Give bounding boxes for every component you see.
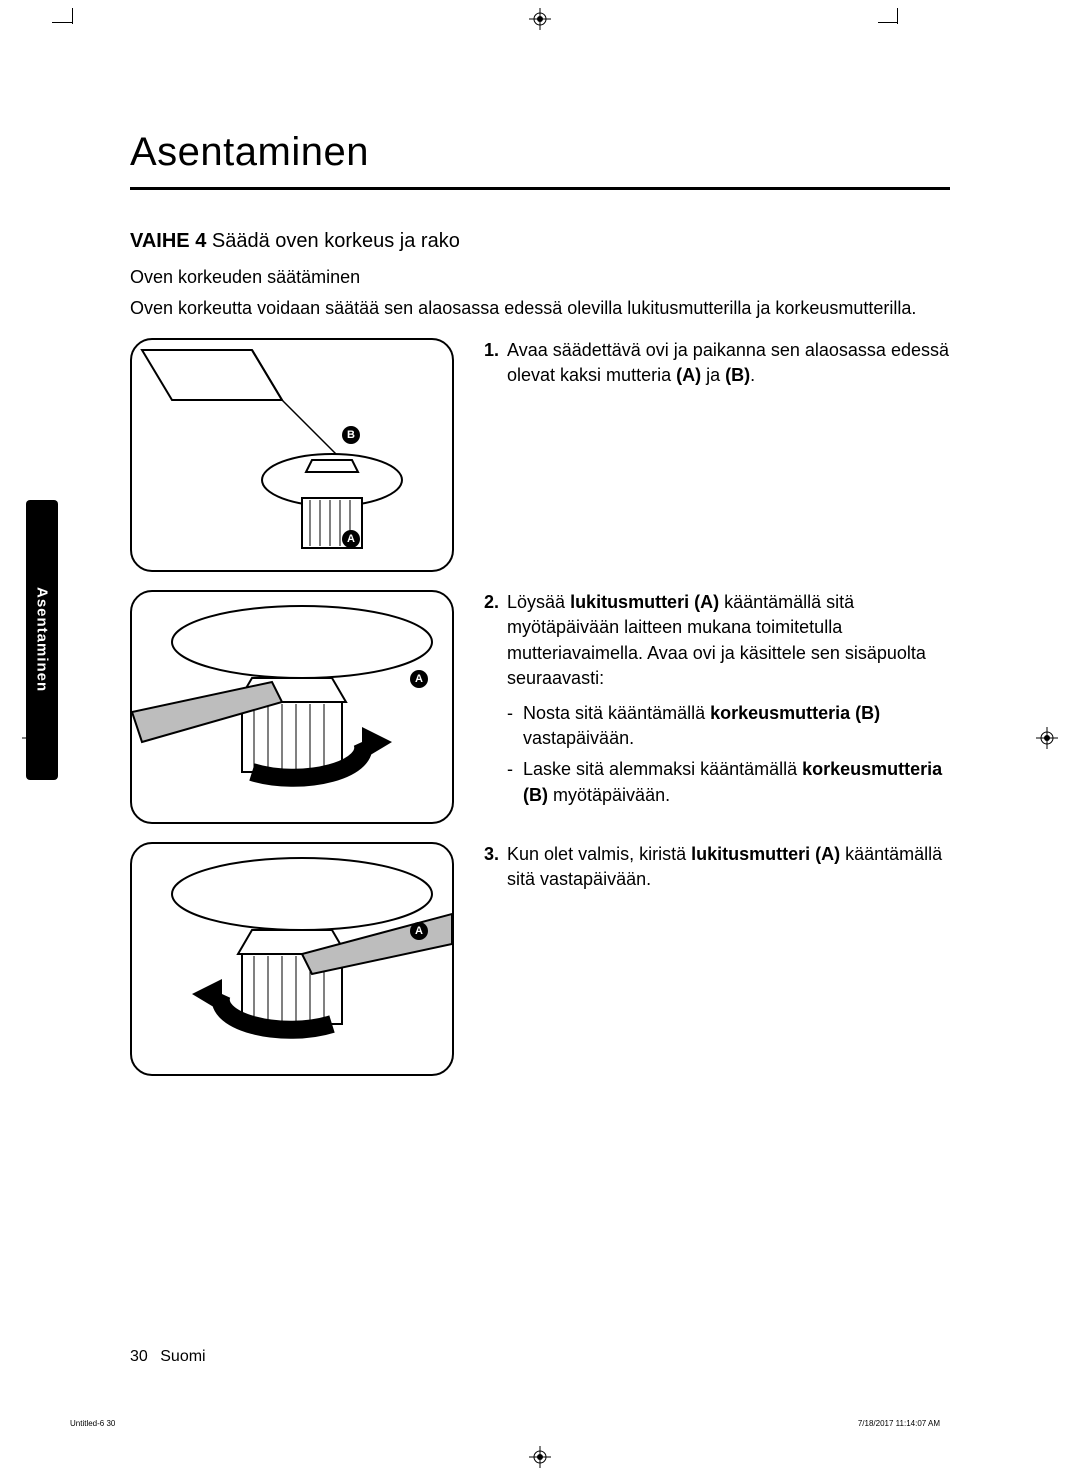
figure-illustration-icon (132, 844, 452, 1074)
step-text: 1. Avaa säädettävä ovi ja paikanna sen a… (484, 338, 950, 388)
section-side-tab: Asentaminen (26, 500, 58, 780)
step-heading: VAIHE 4 Säädä oven korkeus ja rako (130, 230, 950, 253)
step-text: 2. Löysää lukitusmutteri (A) kääntämällä… (484, 590, 950, 814)
figure-illustration-icon (132, 340, 452, 570)
section-title: Asentaminen (130, 130, 950, 175)
manual-page: Asentaminen Asentaminen VAIHE 4 Säädä ov… (0, 0, 1080, 1476)
step-body: Kun olet valmis, kiristä lukitusmutteri … (507, 842, 950, 892)
step-number: 2. (484, 590, 499, 814)
figure-step-3: A (130, 842, 454, 1076)
step-row: B A 1. Avaa säädettävä ovi ja paikanna s… (130, 338, 950, 572)
step-number: 3. (484, 842, 499, 892)
print-meta-left: Untitled-6 30 (70, 1419, 115, 1428)
step-body: Avaa säädettävä ovi ja paikanna sen alao… (507, 338, 950, 388)
crop-mark (878, 22, 898, 23)
registration-mark-icon (529, 8, 551, 30)
page-number: 30 (130, 1348, 148, 1365)
figure-illustration-icon (132, 592, 452, 822)
step-text: 3. Kun olet valmis, kiristä lukitusmutte… (484, 842, 950, 892)
step-row: A 3. Kun olet valmis, kiristä lukitusmut… (130, 842, 950, 1076)
language-label: Suomi (160, 1348, 205, 1365)
step-heading-text: Säädä oven korkeus ja rako (212, 230, 460, 252)
step-bullets: Nosta sitä kääntämällä korkeusmutteria (… (507, 701, 950, 808)
step-number: 1. (484, 338, 499, 388)
crop-mark (52, 22, 72, 23)
print-meta-right: 7/18/2017 11:14:07 AM (858, 1419, 940, 1428)
registration-mark-icon (1036, 727, 1058, 749)
page-footer: 30 Suomi (130, 1348, 206, 1366)
crop-mark (897, 8, 898, 24)
title-rule (130, 187, 950, 190)
crop-mark (72, 8, 73, 24)
figure-step-1: B A (130, 338, 454, 572)
content-area: Asentaminen VAIHE 4 Säädä oven korkeus j… (130, 130, 950, 1376)
step-body: Löysää lukitusmutteri (A) kääntämällä si… (507, 590, 950, 814)
bullet-item: Laske sitä alemmaksi kääntämällä korkeus… (507, 757, 950, 807)
step-label: VAIHE 4 (130, 230, 206, 252)
bullet-item: Nosta sitä kääntämällä korkeusmutteria (… (507, 701, 950, 751)
registration-mark-icon (529, 1446, 551, 1468)
intro-paragraph: Oven korkeutta voidaan säätää sen alaosa… (130, 296, 950, 320)
figure-step-2: A (130, 590, 454, 824)
subheading: Oven korkeuden säätäminen (130, 267, 950, 288)
side-tab-label: Asentaminen (34, 587, 51, 692)
step-row: A 2. Löysää lukitusmutteri (A) kääntämäl… (130, 590, 950, 824)
